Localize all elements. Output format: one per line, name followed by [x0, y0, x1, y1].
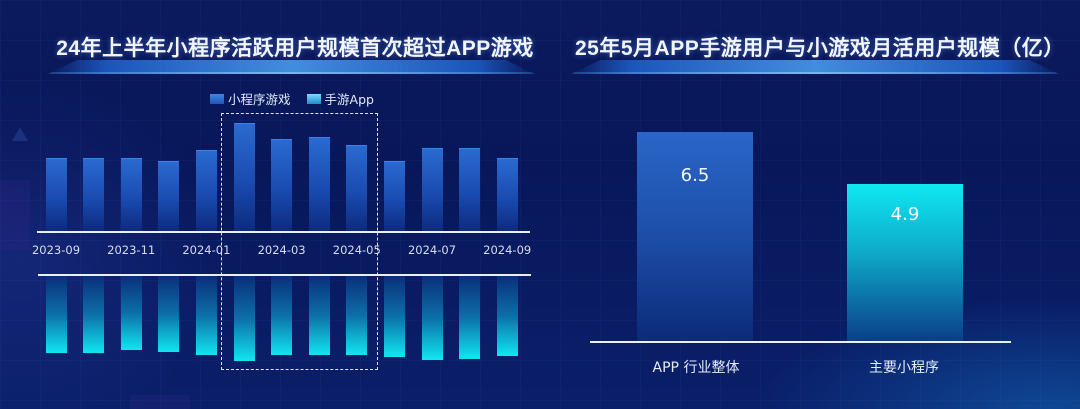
x-axis-label: 2024-05: [332, 243, 381, 257]
highlight-dashed-box: [221, 113, 378, 370]
bar-app-2023-10: [83, 276, 105, 353]
decorative-block: [130, 395, 190, 409]
x-axis-label: 2023-09: [31, 243, 81, 257]
decorative-block: [0, 180, 30, 250]
bar-mini-program-2024-01: [195, 150, 217, 231]
bar-mini-program-2024-07: [421, 148, 443, 231]
bar-app-2024-08: [459, 276, 481, 359]
x-axis-label: 2024-01: [182, 243, 231, 257]
right-chart-title: 25年5月APP手游用户与小游戏月活用户规模（亿）: [575, 37, 1065, 60]
bar-app-2023-11: [120, 276, 142, 350]
bar-mini-program-2023-10: [83, 158, 105, 231]
bar-app-2024-06: [383, 276, 405, 357]
legend-swatch-mini-program: [210, 93, 224, 104]
bar-mini-program-2024-06: [383, 161, 405, 231]
bar-app-2023-09: [45, 276, 67, 353]
upper-axis-line: [37, 231, 530, 233]
bar-value-label: 6.5: [680, 165, 710, 186]
decorative-triangle-icon: [12, 127, 28, 141]
x-axis-label: 2023-11: [107, 243, 156, 257]
bar-app-2024-01: [195, 276, 217, 355]
bar-app-2024-09: [496, 276, 518, 356]
bar-mini-program-2023-12: [158, 161, 180, 231]
bar-mini-program-2024-05: [346, 145, 368, 231]
bar-app-2024-04: [308, 276, 330, 355]
bar-mini-program-2024-03: [271, 139, 293, 231]
bar-mini-program-2024-09: [496, 158, 518, 231]
x-axis-label: 2024-07: [407, 243, 457, 257]
bar-mini-program-2024-04: [308, 137, 330, 231]
bar-app-2023-12: [158, 276, 180, 352]
bar-mini-program-2024-08: [459, 148, 481, 231]
right-title-underline: [571, 60, 1059, 74]
legend-label: 小程序游戏: [228, 92, 291, 107]
bar-app-2024-05: [346, 276, 368, 355]
x-axis-label: 2024-03: [257, 243, 306, 257]
bar-app-2024-02: [233, 276, 255, 361]
bar-mini-program: 4.9: [847, 184, 963, 342]
left-title-underline: [48, 60, 535, 74]
bar-mini-program-2023-11: [120, 158, 142, 231]
legend-item-app: 手游App: [306, 89, 374, 108]
legend-label: 手游App: [324, 92, 374, 107]
bar-app-2024-07: [421, 276, 443, 360]
lower-axis-line: [38, 274, 531, 276]
bar-mini-program-2024-02: [233, 123, 255, 231]
right-axis-line: [590, 341, 1011, 343]
left-chart-title: 24年上半年小程序活跃用户规模首次超过APP游戏: [56, 37, 534, 60]
x-axis-label: 2024-09: [483, 243, 532, 257]
bar-app-2024-03: [271, 276, 293, 355]
x-label-mini-program: 主要小程序: [869, 360, 939, 376]
legend-item-mini-program: 小程序游戏: [210, 89, 291, 108]
bar-mini-program-2023-09: [45, 158, 67, 231]
x-label-app-industry: APP 行业整体: [652, 360, 740, 376]
bar-app-industry: 6.5: [637, 132, 753, 342]
chart-legend: 小程序游戏 手游App: [210, 89, 384, 108]
legend-swatch-app: [306, 93, 321, 104]
bar-value-label: 4.9: [890, 204, 920, 225]
